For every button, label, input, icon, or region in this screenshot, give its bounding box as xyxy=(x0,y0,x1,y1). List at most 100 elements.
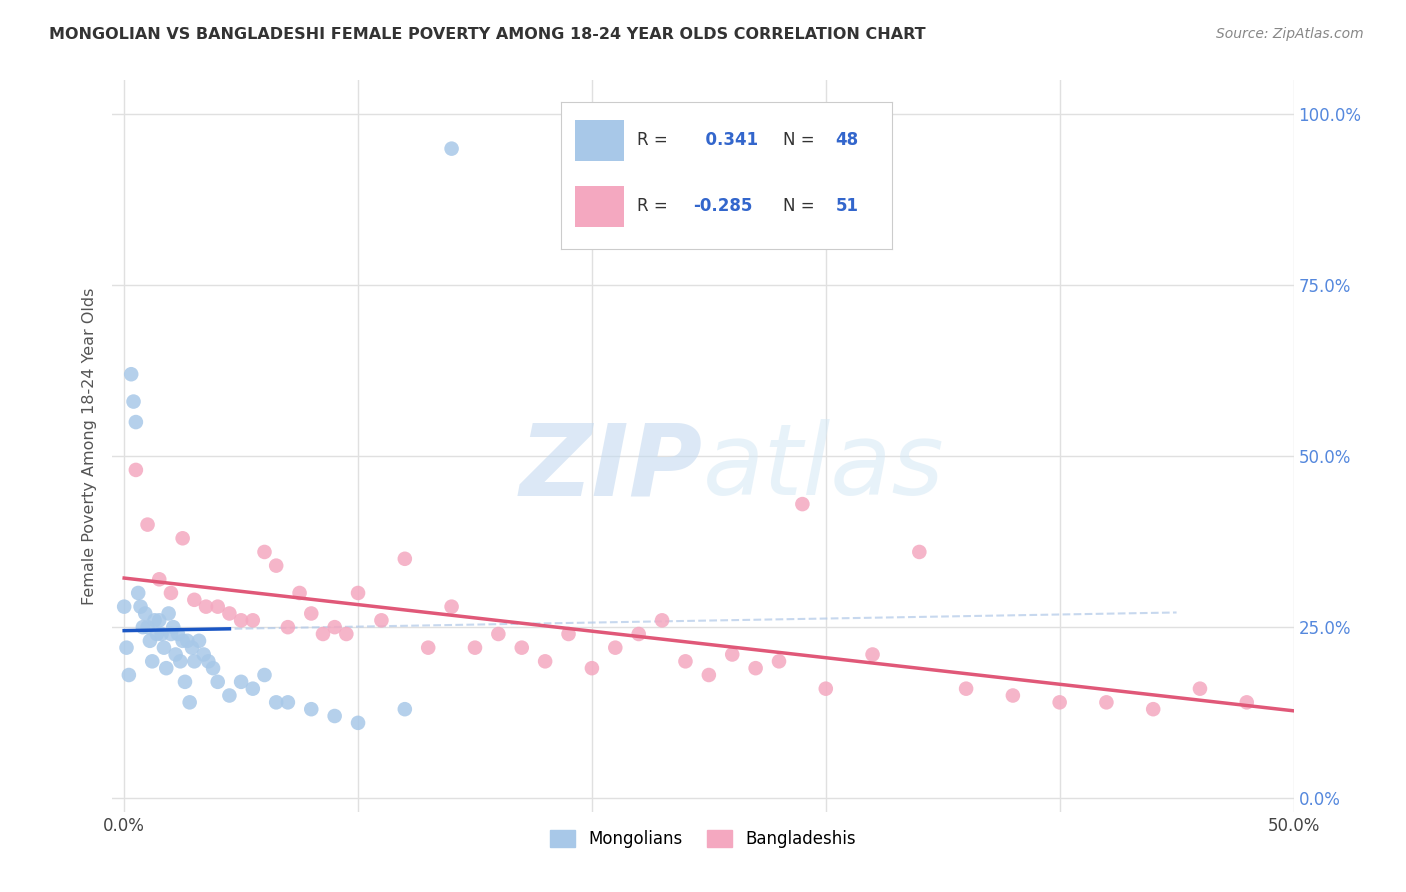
Point xyxy=(814,681,837,696)
Point xyxy=(394,702,416,716)
Point xyxy=(229,674,252,689)
Point xyxy=(1095,695,1118,709)
Point xyxy=(229,613,252,627)
Point xyxy=(115,640,138,655)
Point xyxy=(323,709,346,723)
Point xyxy=(167,627,190,641)
Point xyxy=(486,627,509,641)
Point xyxy=(183,592,205,607)
Point xyxy=(557,627,579,641)
Point xyxy=(195,599,218,614)
Point xyxy=(440,142,463,156)
Point xyxy=(242,681,264,696)
Point xyxy=(1236,695,1258,709)
Point xyxy=(394,551,416,566)
Point xyxy=(697,668,720,682)
Point xyxy=(129,599,152,614)
Point xyxy=(264,695,287,709)
Point xyxy=(627,627,650,641)
Point xyxy=(323,620,346,634)
Point xyxy=(581,661,603,675)
Point xyxy=(162,620,184,634)
Point xyxy=(193,648,215,662)
Point xyxy=(347,586,370,600)
Y-axis label: Female Poverty Among 18-24 Year Olds: Female Poverty Among 18-24 Year Olds xyxy=(82,287,97,605)
Point xyxy=(125,463,148,477)
Point xyxy=(165,648,187,662)
Point xyxy=(143,613,166,627)
Point xyxy=(370,613,392,627)
Point xyxy=(112,599,135,614)
Point xyxy=(120,368,142,382)
Point xyxy=(141,654,163,668)
Point xyxy=(312,627,335,641)
Point xyxy=(335,627,357,641)
Point xyxy=(127,586,149,600)
Point xyxy=(160,586,183,600)
Point xyxy=(153,640,176,655)
Point xyxy=(207,674,229,689)
Point xyxy=(125,415,148,429)
Point xyxy=(118,668,141,682)
Point xyxy=(155,661,177,675)
Point xyxy=(197,654,219,668)
Point xyxy=(148,613,170,627)
Point xyxy=(510,640,533,655)
Point xyxy=(277,695,299,709)
Point xyxy=(207,599,229,614)
Text: ZIP: ZIP xyxy=(520,419,703,516)
Point xyxy=(172,531,194,545)
Text: Source: ZipAtlas.com: Source: ZipAtlas.com xyxy=(1216,27,1364,41)
Point xyxy=(218,607,240,621)
Point xyxy=(242,613,264,627)
Legend: Mongolians, Bangladeshis: Mongolians, Bangladeshis xyxy=(543,823,863,855)
Point xyxy=(169,654,191,668)
Point xyxy=(792,497,814,511)
Point xyxy=(1049,695,1071,709)
Text: atlas: atlas xyxy=(703,419,945,516)
Point xyxy=(188,633,211,648)
Point xyxy=(253,668,276,682)
Point xyxy=(132,620,155,634)
Point xyxy=(721,648,744,662)
Point xyxy=(908,545,931,559)
Point xyxy=(122,394,145,409)
Point xyxy=(862,648,884,662)
Point xyxy=(347,715,370,730)
Point xyxy=(418,640,440,655)
Point xyxy=(1188,681,1211,696)
Point xyxy=(183,654,205,668)
Text: MONGOLIAN VS BANGLADESHI FEMALE POVERTY AMONG 18-24 YEAR OLDS CORRELATION CHART: MONGOLIAN VS BANGLADESHI FEMALE POVERTY … xyxy=(49,27,925,42)
Point xyxy=(139,633,162,648)
Point xyxy=(150,627,173,641)
Point xyxy=(253,545,276,559)
Point xyxy=(160,627,183,641)
Point xyxy=(136,517,159,532)
Point xyxy=(675,654,697,668)
Point xyxy=(136,620,159,634)
Point xyxy=(288,586,311,600)
Point xyxy=(134,607,156,621)
Point xyxy=(464,640,486,655)
Point xyxy=(181,640,204,655)
Point xyxy=(148,572,170,586)
Point xyxy=(174,674,197,689)
Point xyxy=(157,607,180,621)
Point xyxy=(277,620,299,634)
Point xyxy=(534,654,557,668)
Point xyxy=(172,633,194,648)
Point xyxy=(299,702,322,716)
Point xyxy=(651,613,673,627)
Point xyxy=(264,558,287,573)
Point xyxy=(440,599,463,614)
Point xyxy=(1001,689,1024,703)
Point xyxy=(176,633,198,648)
Point xyxy=(202,661,225,675)
Point xyxy=(1142,702,1164,716)
Point xyxy=(768,654,790,668)
Point xyxy=(299,607,322,621)
Point xyxy=(955,681,977,696)
Point xyxy=(179,695,201,709)
Point xyxy=(218,689,240,703)
Point xyxy=(744,661,766,675)
